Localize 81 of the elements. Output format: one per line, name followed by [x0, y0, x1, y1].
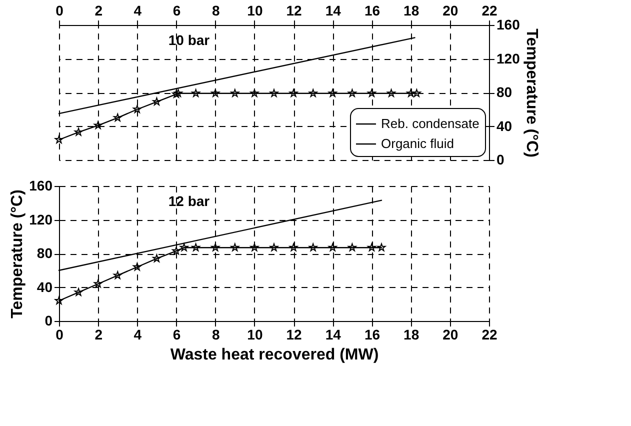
- point: [270, 88, 278, 97]
- point: [308, 88, 318, 97]
- x-tick-label: 4: [134, 2, 142, 18]
- x-tick-label: 16: [364, 326, 380, 342]
- annotation: 10 bar: [168, 32, 210, 48]
- x-tick-label: 10: [247, 326, 263, 342]
- point: [368, 243, 376, 252]
- y-tick-label: 0: [44, 312, 53, 328]
- x-tick-label: 10: [247, 2, 263, 18]
- point: [113, 271, 122, 280]
- point: [230, 243, 240, 252]
- point: [180, 243, 188, 252]
- y-tick-label: 80: [496, 84, 512, 100]
- y-axis-title: Temperature (°C): [9, 190, 26, 318]
- point: [289, 88, 298, 97]
- point: [328, 88, 337, 97]
- x-tick-label: 6: [172, 2, 181, 18]
- point: [113, 113, 122, 122]
- point: [94, 280, 102, 288]
- point: [368, 88, 376, 97]
- x-tick-label: 18: [404, 326, 420, 342]
- x-tick-label: 20: [442, 326, 458, 342]
- y-tick-label: 120: [496, 50, 520, 66]
- point: [250, 243, 259, 252]
- point: [192, 88, 200, 97]
- point: [406, 88, 415, 97]
- point: [54, 296, 64, 304]
- point: [152, 254, 161, 262]
- x-tick-label: 14: [325, 326, 342, 342]
- x-tick-label: 18: [404, 2, 420, 18]
- x-tick-label: 16: [364, 2, 380, 18]
- x-tick-label: 12: [286, 2, 302, 18]
- y-tick-label: 0: [496, 152, 504, 168]
- point: [289, 243, 298, 252]
- point: [387, 88, 396, 97]
- point: [133, 262, 142, 271]
- x-tick-label: 22: [482, 2, 498, 18]
- point: [377, 243, 386, 252]
- point: [192, 243, 200, 252]
- point: [328, 243, 337, 252]
- x-tick-label: 2: [94, 326, 103, 342]
- point: [211, 243, 220, 252]
- x-tick-label: 12: [286, 326, 302, 342]
- legend-label: Reb. condensate: [381, 116, 480, 131]
- x-tick-label: 4: [134, 326, 142, 342]
- x-tick-label: 0: [56, 2, 64, 18]
- x-tick-label: 20: [442, 2, 458, 18]
- y-tick-label: 40: [36, 278, 53, 295]
- y-tick-label: 120: [29, 211, 53, 228]
- point: [270, 243, 278, 252]
- y-tick-label: 160: [29, 178, 53, 194]
- x-tick-label: 8: [212, 2, 220, 18]
- point: [308, 243, 318, 252]
- legend-label: Organic fluid: [381, 136, 454, 151]
- x-tick-label: 22: [482, 326, 498, 342]
- x-tick-label: 6: [172, 326, 181, 342]
- y-tick-label: 40: [496, 118, 512, 134]
- x-tick-label: 2: [94, 2, 103, 18]
- point: [211, 88, 220, 97]
- point: [94, 121, 102, 130]
- y-tick-label: 80: [36, 245, 53, 261]
- y-axis-title: Temperature (°C): [522, 28, 540, 158]
- x-tick-label: 0: [56, 326, 64, 342]
- point: [133, 105, 142, 114]
- point: [174, 88, 182, 97]
- x-axis-title: Waste heat recovered (MW): [170, 346, 379, 364]
- x-tick-label: 8: [212, 326, 220, 342]
- point: [348, 243, 356, 252]
- point: [230, 88, 240, 97]
- point: [412, 88, 421, 97]
- y-tick-label: 160: [496, 16, 520, 32]
- point: [152, 97, 161, 106]
- point: [74, 128, 83, 136]
- point: [172, 90, 180, 98]
- point: [54, 135, 64, 144]
- point: [74, 288, 83, 296]
- x-tick-label: 14: [325, 2, 342, 18]
- point: [250, 88, 259, 97]
- point: [172, 246, 180, 255]
- annotation: 12 bar: [168, 193, 210, 209]
- point: [348, 88, 356, 97]
